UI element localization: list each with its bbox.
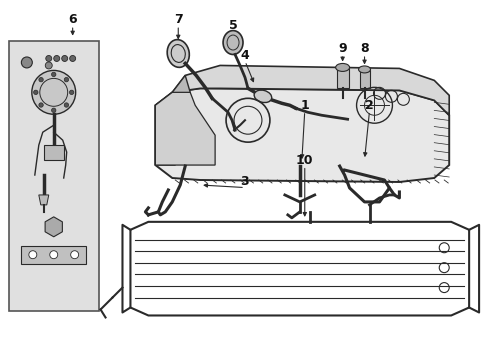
Text: 7: 7 [174, 13, 182, 26]
Text: 9: 9 [338, 42, 346, 55]
Text: 2: 2 [365, 99, 373, 112]
Circle shape [51, 108, 56, 112]
Polygon shape [39, 195, 49, 205]
Text: 8: 8 [360, 42, 368, 55]
Circle shape [21, 57, 32, 68]
Circle shape [71, 251, 79, 259]
Ellipse shape [223, 31, 243, 54]
Polygon shape [45, 217, 62, 237]
Bar [359, 71, 369, 88]
Circle shape [61, 55, 67, 62]
Polygon shape [172, 66, 448, 115]
Text: 5: 5 [228, 19, 237, 32]
Ellipse shape [254, 90, 271, 103]
Circle shape [51, 72, 56, 77]
Ellipse shape [335, 63, 349, 71]
Text: 1: 1 [300, 99, 308, 112]
Text: 6: 6 [68, 13, 77, 26]
Circle shape [69, 90, 74, 95]
Circle shape [64, 77, 68, 82]
Circle shape [64, 103, 68, 107]
Ellipse shape [167, 40, 189, 67]
Ellipse shape [358, 66, 370, 73]
Circle shape [69, 55, 76, 62]
Circle shape [45, 62, 52, 69]
Polygon shape [155, 88, 448, 182]
Polygon shape [155, 75, 190, 165]
Polygon shape [155, 92, 215, 165]
Circle shape [46, 55, 52, 62]
Text: 4: 4 [240, 49, 249, 62]
Bar [336, 68, 348, 88]
Circle shape [34, 90, 38, 95]
Circle shape [29, 251, 37, 259]
Circle shape [39, 103, 43, 107]
Circle shape [39, 77, 43, 82]
Text: 3: 3 [240, 175, 249, 189]
Bar [44, 145, 63, 160]
Text: 10: 10 [295, 154, 313, 167]
Bar [21, 246, 85, 264]
Circle shape [50, 251, 58, 259]
Circle shape [54, 55, 60, 62]
Circle shape [32, 71, 76, 114]
Bar [9, 41, 99, 311]
